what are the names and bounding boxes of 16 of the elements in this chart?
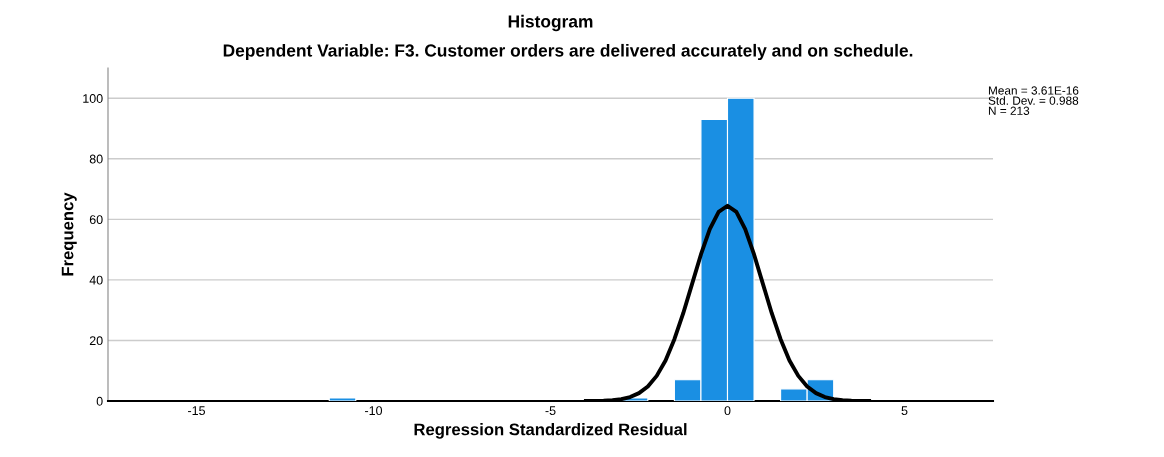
x-tick-label: -15 (188, 406, 206, 416)
y-tick-label: 100 (83, 94, 103, 103)
y-tick-label: 20 (89, 336, 103, 346)
y-axis-title: Frequency (61, 192, 77, 276)
y-tick-label: 0 (96, 396, 103, 406)
x-tick-label: -5 (545, 406, 556, 416)
chart-title: Histogram (508, 14, 593, 32)
x-tick-label: 0 (724, 406, 731, 416)
y-tick-label: 60 (89, 215, 103, 225)
y-tick-label: 40 (89, 275, 103, 285)
annotation: Mean = 3.61E-16 Std. Dev. = 0.988 N = 213 (988, 86, 1079, 115)
x-tick-label: -10 (365, 406, 383, 416)
x-axis-title: Regression Standardized Residual (414, 423, 687, 439)
x-tick-label: 5 (901, 406, 908, 416)
chart-subtitle: Dependent Variable: F3. Customer orders are delivered accurately and on schedule. (223, 43, 913, 61)
y-tick-label: 80 (89, 154, 103, 164)
